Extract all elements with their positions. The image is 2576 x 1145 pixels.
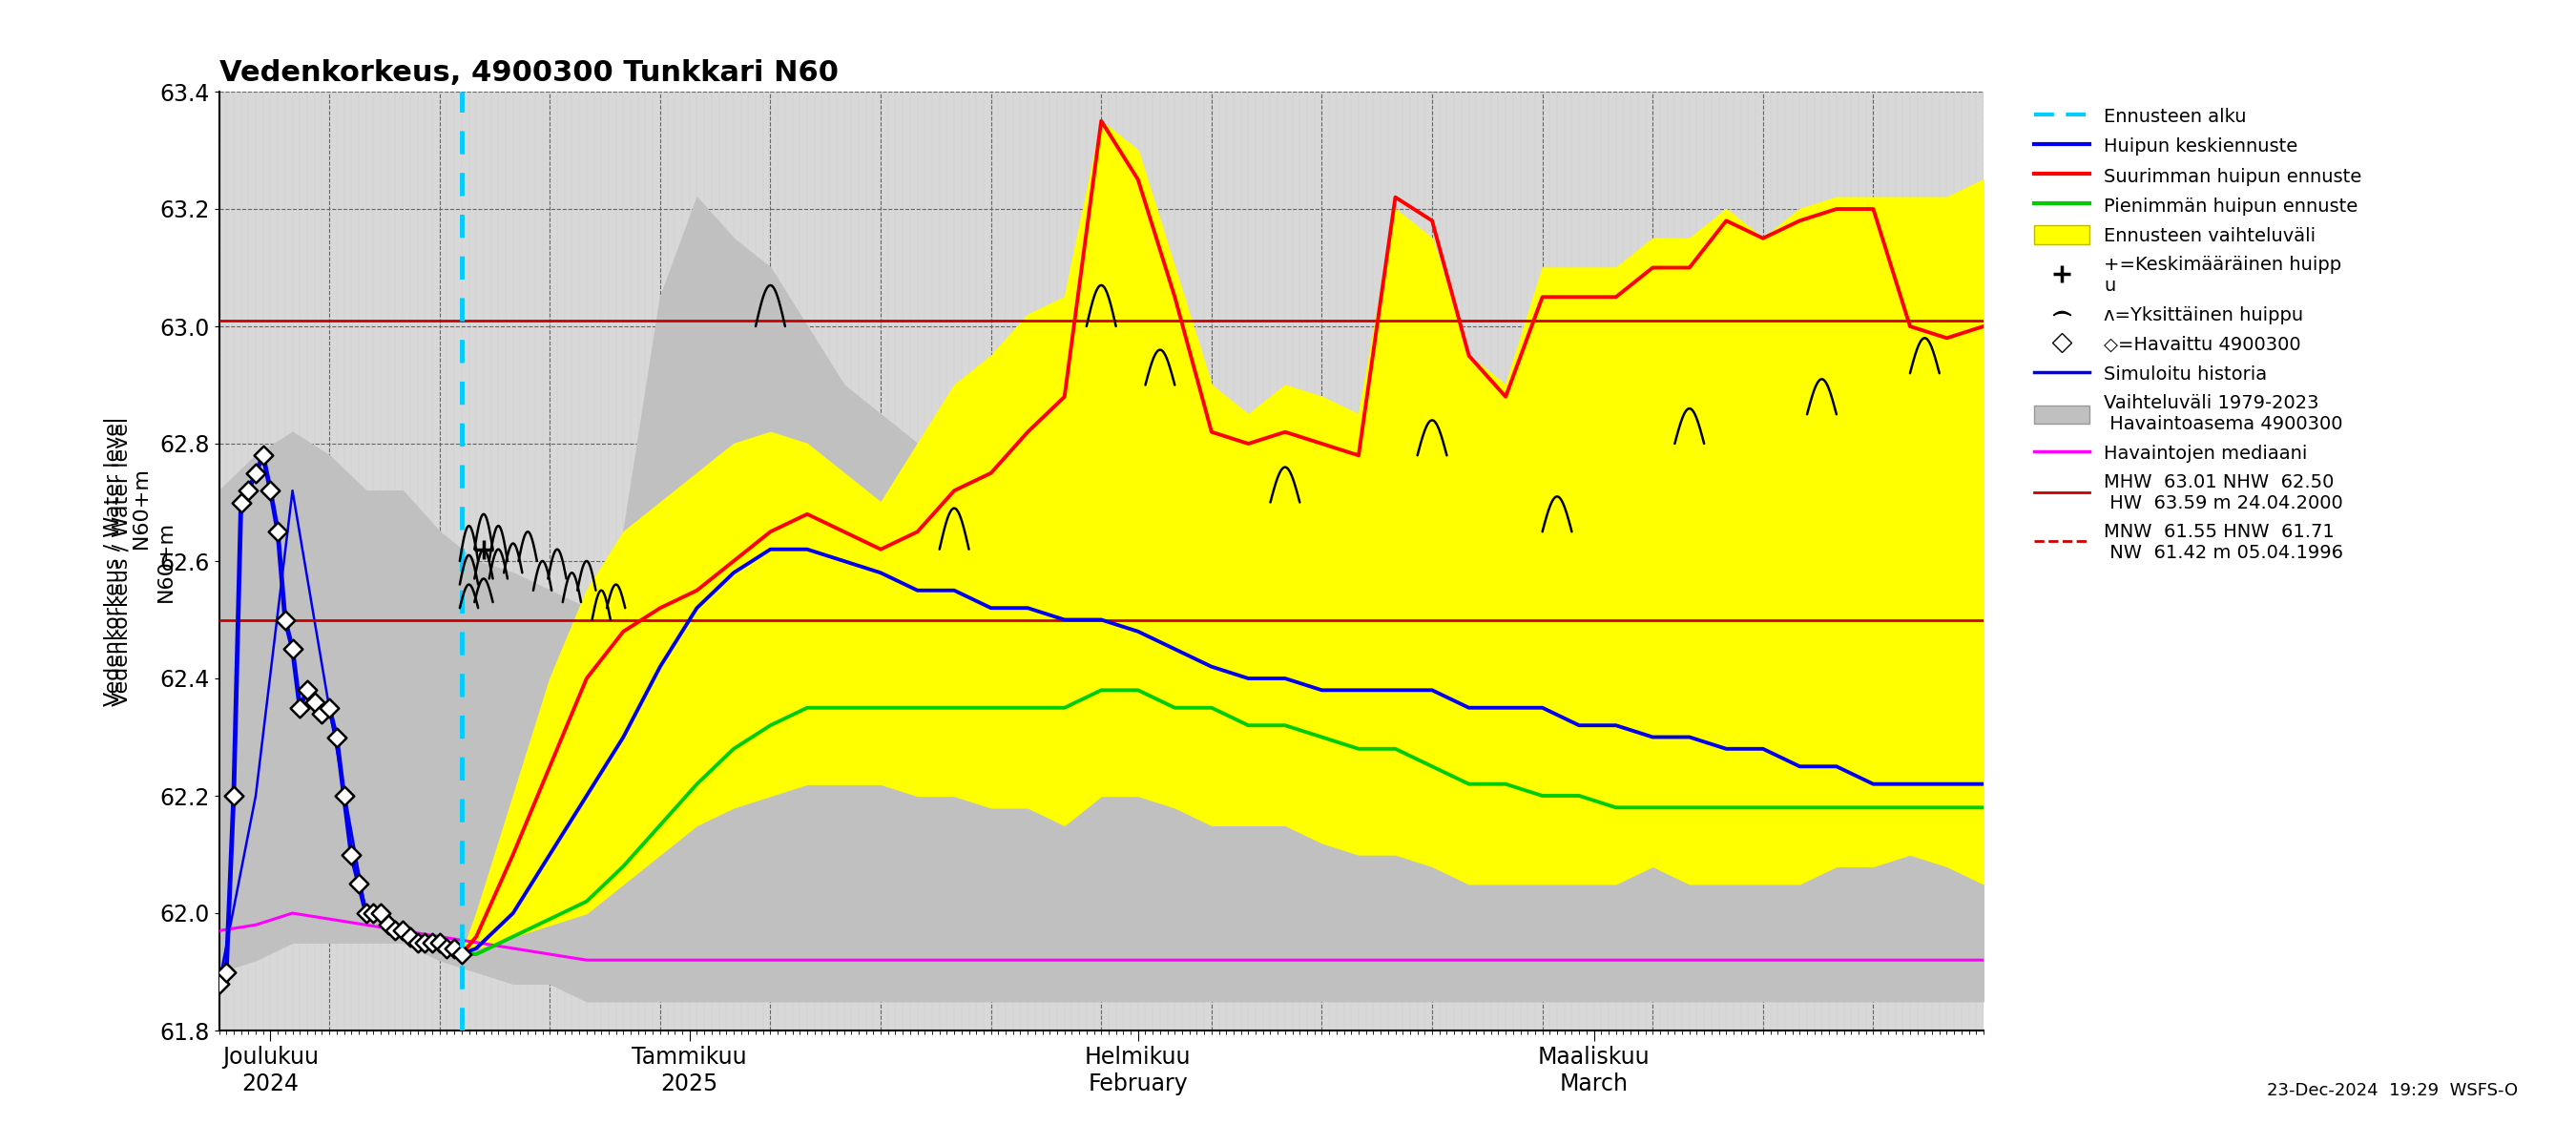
Point <box>345 905 386 923</box>
Point <box>353 905 394 923</box>
Text: N60+m: N60+m <box>157 521 175 601</box>
Point <box>404 933 446 951</box>
Point <box>286 681 327 700</box>
Point <box>206 963 247 981</box>
Point <box>325 787 366 805</box>
Point <box>368 916 410 934</box>
Point <box>198 974 240 993</box>
Point <box>376 922 417 940</box>
Point <box>389 927 430 946</box>
Legend: Ennusteen alku, Huipun keskiennuste, Suurimman huipun ennuste, Pienimmän huipun : Ennusteen alku, Huipun keskiennuste, Suu… <box>2027 101 2367 567</box>
Point <box>397 933 438 951</box>
Text: Vedenkorkeus, 4900300 Tunkkari N60: Vedenkorkeus, 4900300 Tunkkari N60 <box>219 60 837 87</box>
Point <box>361 905 402 923</box>
Text: 23-Dec-2024  19:29  WSFS-O: 23-Dec-2024 19:29 WSFS-O <box>2267 1082 2517 1099</box>
Point <box>234 464 276 482</box>
Point <box>433 939 474 957</box>
Point <box>214 787 255 805</box>
Point <box>227 481 268 499</box>
Point <box>278 698 319 717</box>
Point <box>301 704 343 722</box>
Point <box>309 698 350 717</box>
Text: Vedenkorkeus / Water level: Vedenkorkeus / Water level <box>103 417 124 705</box>
Point <box>420 933 461 951</box>
Point <box>258 522 299 540</box>
Point <box>242 447 283 465</box>
Point <box>265 610 307 629</box>
Point <box>412 933 453 951</box>
Point <box>317 728 358 747</box>
Point <box>273 640 314 658</box>
Point <box>425 939 466 957</box>
Point <box>337 875 379 893</box>
Point <box>440 945 482 963</box>
Point <box>250 481 291 499</box>
Point <box>330 845 371 863</box>
Point <box>222 493 263 512</box>
Y-axis label: Vedenkorkeus / Water level
               N60+m: Vedenkorkeus / Water level N60+m <box>111 417 152 705</box>
Point <box>294 693 335 711</box>
Point <box>381 922 422 940</box>
